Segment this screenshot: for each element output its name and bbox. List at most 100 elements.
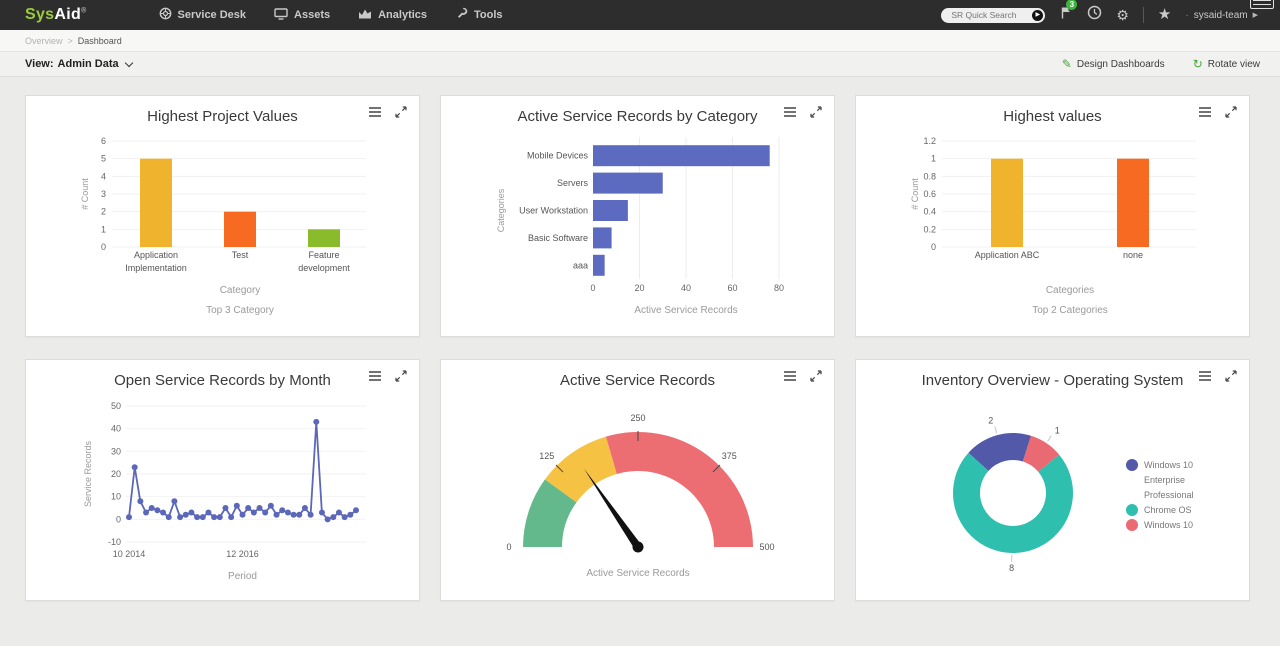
view-actions: ✎ Design Dashboards ↻ Rotate view [1062, 58, 1260, 70]
svg-text:0: 0 [101, 242, 106, 252]
svg-text:Professional: Professional [1144, 490, 1194, 500]
svg-text:5: 5 [101, 154, 106, 164]
svg-text:40: 40 [111, 424, 121, 434]
card-active-records-by-category: Active Service Records by Category 0 20 40… [440, 95, 835, 337]
svg-text:Active Service Records: Active Service Records [634, 305, 737, 316]
chart-expand-icon[interactable] [810, 370, 822, 382]
svg-text:125: 125 [539, 451, 554, 461]
view-bar: View: Admin Data ✎ Design Dashboards ↻ R… [0, 52, 1280, 77]
menu-item-service-desk[interactable]: Service Desk [159, 7, 246, 23]
svg-text:500: 500 [759, 542, 774, 552]
svg-text:Enterprise: Enterprise [1144, 475, 1185, 485]
card-highest-values: Highest values 0 0.2 0.4 0.6 0.8 1 1.2 Applicat… [855, 95, 1250, 337]
settings-gear-icon[interactable]: ⚙ [1116, 7, 1129, 23]
chart-menu-icon[interactable] [783, 370, 797, 382]
svg-text:20: 20 [111, 469, 121, 479]
breadcrumb: Overview > Dashboard [0, 30, 1280, 52]
logo-registered-mark: ® [81, 7, 87, 15]
design-dashboards-button[interactable]: ✎ Design Dashboards [1062, 58, 1165, 70]
svg-text:Application: Application [134, 250, 178, 260]
svg-text:0: 0 [590, 283, 595, 293]
chart-menu-icon[interactable] [783, 106, 797, 118]
svg-text:2: 2 [101, 207, 106, 217]
user-menu[interactable]: · sysaid-team ▶ [1185, 10, 1258, 21]
svg-text:0.6: 0.6 [923, 189, 936, 199]
svg-text:Categories: Categories [496, 188, 506, 232]
chart-menu-icon[interactable] [368, 106, 382, 118]
chart-expand-icon[interactable] [395, 370, 407, 382]
chart-title: Open Service Records by Month [114, 372, 331, 389]
notification-badge: 3 [1066, 0, 1078, 10]
svg-text:Period: Period [228, 571, 257, 582]
svg-text:1: 1 [101, 224, 106, 234]
user-name: sysaid-team [1193, 9, 1248, 21]
svg-text:Top 3 Category: Top 3 Category [206, 305, 274, 316]
svg-text:Application ABC: Application ABC [975, 250, 1040, 260]
chart-title: Highest values [1003, 108, 1102, 125]
history-clock-icon[interactable] [1087, 5, 1102, 25]
menu-item-tools[interactable]: Tools [455, 7, 503, 23]
svg-text:3: 3 [101, 189, 106, 199]
area-chart-icon [358, 7, 372, 23]
svg-text:Chrome OS: Chrome OS [1144, 505, 1192, 515]
svg-text:Feature: Feature [308, 250, 339, 260]
svg-text:30: 30 [111, 446, 121, 456]
rotate-view-button[interactable]: ↻ Rotate view [1193, 58, 1260, 70]
svg-text:-10: -10 [108, 537, 121, 547]
sysaid-logo[interactable]: SysAid® [25, 6, 87, 24]
donut-chart-inventory-os: 2 1 8 Windows 10 Enterprise Professional Chrom… [953, 416, 1194, 573]
monitor-icon [274, 7, 288, 23]
card-inventory-overview-os: Inventory Overview - Operating System 2 1… [855, 359, 1250, 601]
svg-text:0.4: 0.4 [923, 207, 936, 217]
lifebuoy-icon [159, 7, 172, 23]
view-selector[interactable]: View: Admin Data [25, 58, 133, 70]
menu-item-assets[interactable]: Assets [274, 7, 330, 23]
svg-text:# Count: # Count [910, 178, 920, 210]
svg-text:Test: Test [232, 250, 249, 260]
chart-menu-icon[interactable] [1198, 370, 1212, 382]
main-menu: Service Desk Assets Analytics Tools [159, 7, 503, 23]
menu-item-analytics[interactable]: Analytics [358, 7, 427, 23]
favorites-star-icon[interactable]: ★ [1157, 6, 1172, 23]
chart-title: Active Service Records by Category [517, 108, 758, 125]
svg-text:0: 0 [506, 542, 511, 552]
chart-expand-icon[interactable] [1225, 370, 1237, 382]
chart-menu-icon[interactable] [368, 370, 382, 382]
chart-expand-icon[interactable] [1225, 106, 1237, 118]
svg-text:0: 0 [116, 514, 121, 524]
rotate-view-label: Rotate view [1207, 58, 1260, 70]
svg-text:Mobile Devices: Mobile Devices [527, 151, 589, 161]
menu-label: Analytics [378, 9, 428, 21]
topbar-right: ▶ 3 ⚙ ★ · sysaid-team ▶ [941, 0, 1258, 25]
svg-text:0: 0 [931, 242, 936, 252]
quick-search[interactable]: ▶ [941, 7, 1046, 23]
chart-title: Highest Project Values [147, 108, 298, 125]
svg-text:# Count: # Count [80, 178, 90, 210]
svg-text:Categories: Categories [1046, 285, 1094, 296]
svg-text:40: 40 [681, 283, 691, 293]
chart-expand-icon[interactable] [810, 106, 822, 118]
keyboard-panel-icon[interactable] [1250, 0, 1274, 9]
breadcrumb-overview[interactable]: Overview [25, 35, 63, 46]
svg-text:Servers: Servers [557, 178, 589, 188]
chart-menu-icon[interactable] [1198, 106, 1212, 118]
wrench-icon [455, 7, 468, 23]
search-go-icon[interactable]: ▶ [1032, 9, 1044, 21]
user-caret-icon: ▶ [1252, 12, 1258, 19]
breadcrumb-separator: > [67, 35, 73, 46]
announcements-button[interactable]: 3 [1059, 0, 1078, 25]
svg-text:20: 20 [634, 283, 644, 293]
view-value: Admin Data [57, 58, 119, 70]
svg-text:Top 2 Categories: Top 2 Categories [1032, 305, 1108, 316]
svg-text:User Workstation: User Workstation [519, 206, 588, 216]
svg-text:aaa: aaa [573, 260, 588, 270]
chart-expand-icon[interactable] [395, 106, 407, 118]
svg-text:12 2016: 12 2016 [226, 549, 259, 559]
card-open-records-by-month: Open Service Records by Month -10 0 10 20 30… [25, 359, 420, 601]
svg-text:Implementation: Implementation [125, 263, 187, 273]
user-bullet: · [1185, 9, 1189, 21]
dashboard-grid: Highest Project Values 0 1 2 3 4 5 6 Applicatio… [0, 77, 1280, 601]
search-input[interactable] [951, 10, 1024, 20]
svg-text:375: 375 [722, 451, 737, 461]
rotate-icon: ↻ [1192, 57, 1203, 71]
